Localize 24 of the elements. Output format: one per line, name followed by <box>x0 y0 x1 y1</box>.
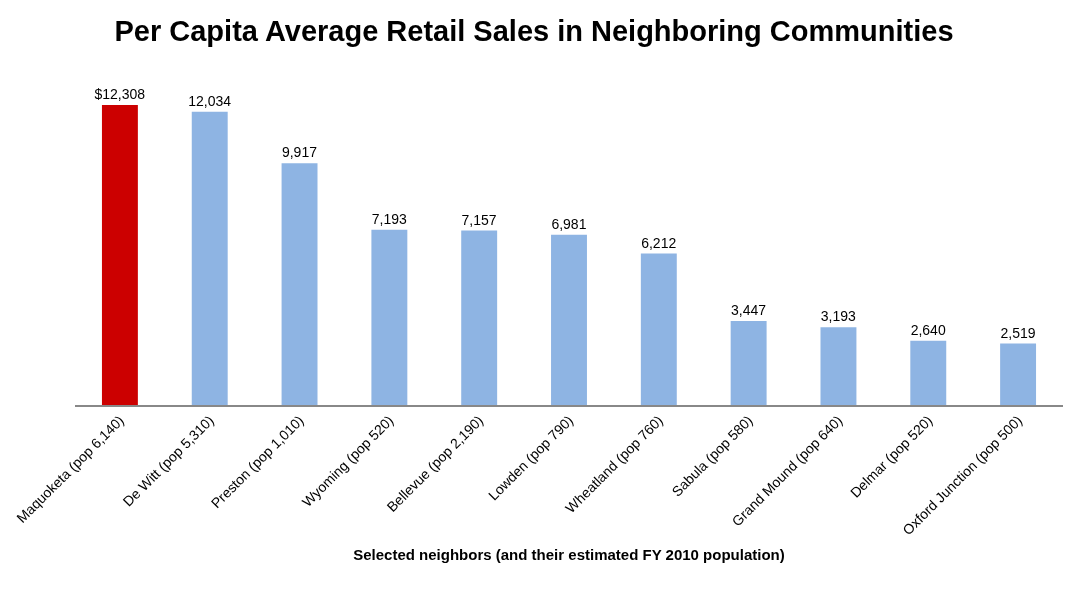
data-label: 2,519 <box>1000 324 1036 341</box>
data-label: 3,447 <box>731 301 767 318</box>
bar <box>371 229 408 405</box>
bar <box>461 230 498 405</box>
data-label: 3,193 <box>820 308 857 325</box>
data-label: 12,034 <box>188 92 232 109</box>
bar <box>1000 343 1037 405</box>
bar <box>191 111 228 405</box>
data-label: 9,917 <box>281 144 318 161</box>
data-label: 7,193 <box>371 210 407 227</box>
data-label: $12,308 <box>94 86 146 102</box>
data-label: 6,981 <box>551 215 587 232</box>
data-label: 7,157 <box>461 211 497 228</box>
bar <box>910 340 947 405</box>
data-label: 6,212 <box>641 234 677 251</box>
bar <box>730 320 767 405</box>
bar <box>281 163 318 405</box>
x-axis-title: Selected neighbors (and their estimated FY 2010 population) <box>353 545 785 563</box>
data-label: 2,640 <box>910 321 946 338</box>
bar <box>820 327 857 405</box>
bar <box>640 253 677 405</box>
bar <box>101 105 138 405</box>
chart-title: Per Capita Average Retail Sales in Neighboring Communities <box>114 15 954 48</box>
bar <box>551 234 587 405</box>
